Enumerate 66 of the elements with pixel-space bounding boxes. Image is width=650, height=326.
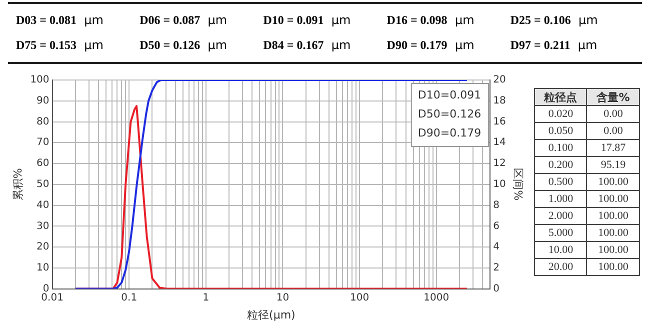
data-label: 17.87 — [586, 140, 640, 156]
category-label: 1.000 — [534, 190, 587, 208]
category-label: 10.00 — [534, 242, 587, 258]
data-label: 100.00 — [586, 190, 640, 208]
category-label: 0.200 — [534, 156, 587, 174]
text: 粒径点 — [534, 88, 587, 106]
y2-tick-label: 18 — [493, 95, 506, 106]
y2-tick-label: 4 — [493, 242, 500, 253]
text: 含量% — [586, 88, 640, 106]
category-label: 2.000 — [534, 208, 587, 224]
y-tick-label: 30 — [36, 220, 50, 232]
annotation: D50=0.126 — [418, 107, 482, 120]
category-label: 0.500 — [534, 174, 587, 190]
y2-tick-label: 20 — [493, 74, 506, 86]
y-tick-label: 10 — [36, 262, 50, 274]
y2-tick-label: 8 — [493, 200, 500, 211]
data-label: 95.19 — [586, 156, 640, 174]
data-label: 0.00 — [586, 122, 640, 140]
x-tick-label: 1000 — [424, 292, 450, 304]
y-tick-label: 90 — [36, 95, 50, 106]
y-axis-title: 累积% — [11, 168, 24, 201]
category-label: 5.000 — [534, 224, 587, 242]
annotation: D90=0.179 — [418, 126, 482, 140]
text: D50 = 0.126 μm — [140, 38, 228, 52]
text: D06 = 0.087 μm — [140, 13, 228, 27]
data-label: 100.00 — [586, 242, 640, 258]
y2-tick-label: 14 — [493, 137, 506, 148]
category-label: 20.00 — [534, 258, 587, 276]
x-tick-label: 0.1 — [121, 292, 138, 304]
text: D10 = 0.091 μm — [263, 13, 351, 27]
category-label: 0.100 — [534, 140, 587, 156]
text: D03 = 0.081 μm — [16, 13, 104, 27]
data-label: 100.00 — [586, 208, 640, 224]
x-tick-label: 1 — [202, 292, 210, 304]
x-axis-title: 粒径(μm) — [247, 308, 296, 322]
y-tick-label: 20 — [36, 242, 50, 253]
data-label: 0.00 — [586, 106, 640, 122]
y-tick-label: 80 — [36, 116, 50, 128]
y-tick-label: 100 — [30, 74, 50, 86]
y-tick-label: 0 — [42, 283, 50, 294]
y-tick-label: 40 — [36, 200, 50, 211]
x-tick-label: 100 — [350, 292, 370, 304]
y2-tick-label: 0 — [493, 283, 500, 294]
text: D25 = 0.106 μm — [510, 13, 598, 27]
data-label: 100.00 — [586, 174, 640, 190]
y2-tick-label: 12 — [493, 158, 506, 170]
x-tick-label: 0.01 — [41, 292, 64, 304]
data-label: 100.00 — [586, 258, 640, 276]
annotation: D10=0.091 — [418, 88, 482, 102]
y2-tick-label: 2 — [493, 262, 500, 274]
y2-axis-title: 区间% — [512, 168, 525, 201]
y2-tick-label: 6 — [493, 220, 500, 232]
text: D84 = 0.167 μm — [263, 38, 351, 52]
text: D75 = 0.153 μm — [16, 38, 104, 52]
data-label: 100.00 — [586, 224, 640, 242]
text: D90 = 0.179 μm — [386, 38, 474, 52]
y-tick-label: 70 — [36, 137, 50, 148]
category-label: 0.020 — [534, 106, 587, 122]
y-tick-label: 50 — [36, 178, 50, 190]
text: D16 = 0.098 μm — [386, 13, 474, 27]
y2-tick-label: 10 — [493, 178, 506, 190]
y2-tick-label: 16 — [493, 116, 506, 128]
x-tick-label: 10 — [276, 292, 290, 304]
y-tick-label: 60 — [36, 158, 50, 170]
category-label: 0.050 — [534, 122, 587, 140]
text: D97 = 0.211 μm — [510, 38, 598, 52]
